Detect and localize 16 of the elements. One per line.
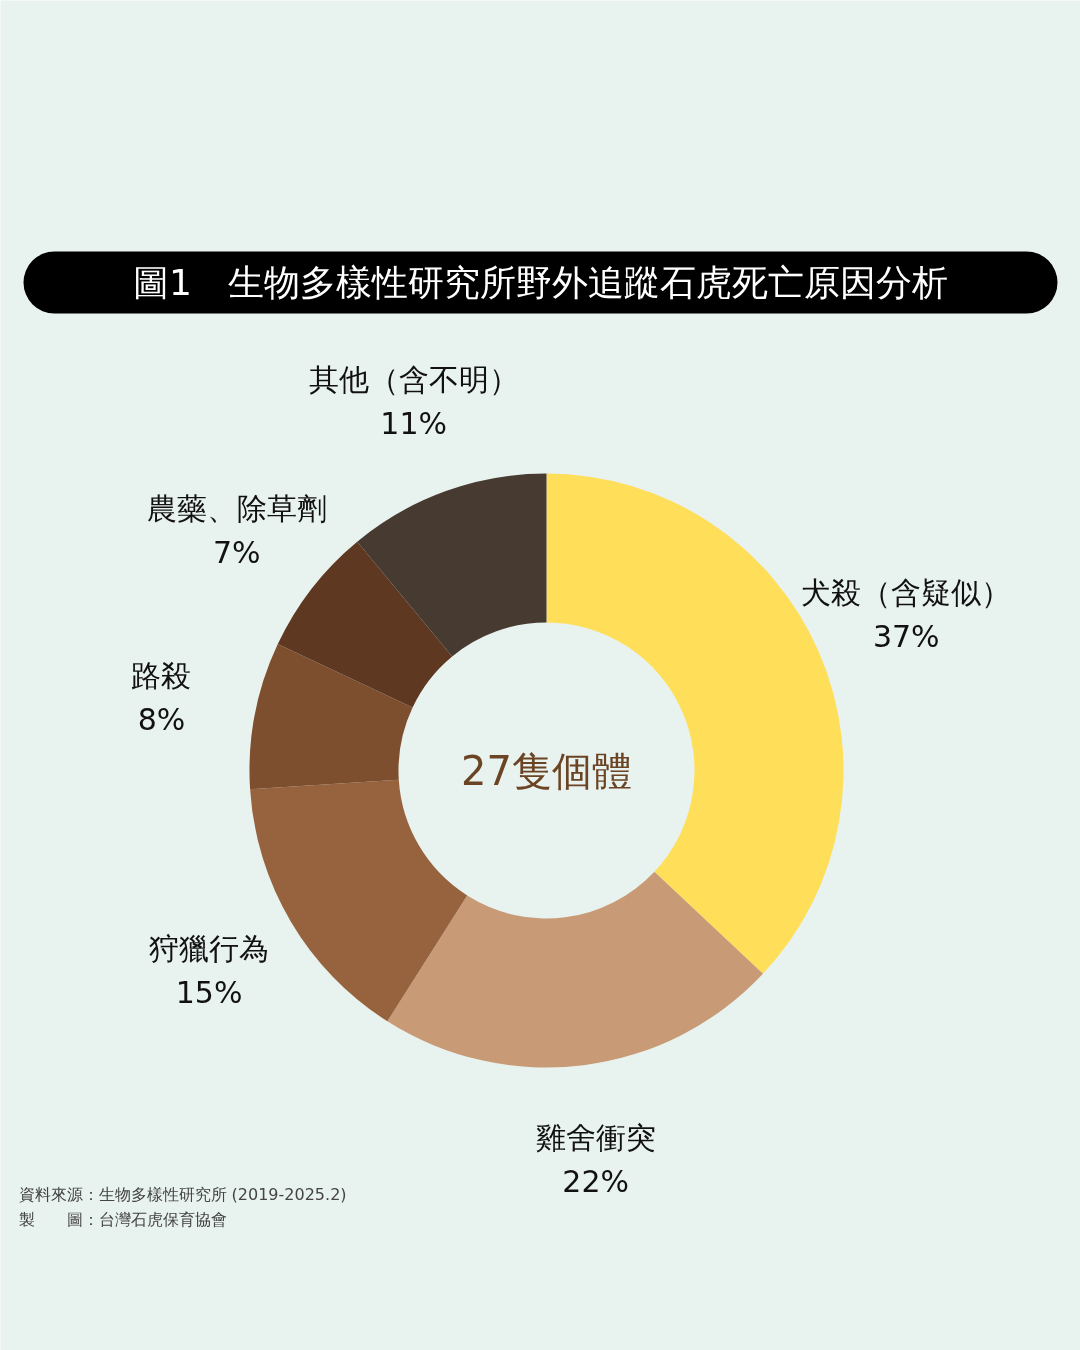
slice-label: 狩獵行為 xyxy=(149,930,270,966)
data-label: 15% xyxy=(175,974,243,1010)
data-label: 8% xyxy=(137,701,186,737)
slice-label: 農藥、除草劑 xyxy=(146,490,327,526)
slice-label: 犬殺（含疑似） xyxy=(801,575,1012,611)
source-note: 資料來源：生物多樣性研究所 (2019-2025.2) xyxy=(18,1185,347,1204)
slice-label: 其他（含不明） xyxy=(308,362,519,398)
text: 27隻個體 xyxy=(461,747,632,794)
data-label: 22% xyxy=(562,1163,629,1199)
text: 製 圖：台灣石虎保育協會 xyxy=(18,1210,227,1229)
chart-title: 圖1 生物多樣性研究所野外追蹤石虎死亡原因分析 xyxy=(133,262,948,303)
data-label: 11% xyxy=(380,406,448,442)
data-label: 37% xyxy=(872,619,940,655)
slice-label: 路殺 xyxy=(131,657,192,693)
data-label: 7% xyxy=(212,534,261,570)
slice-label: 雞舍衝突 xyxy=(535,1119,656,1155)
